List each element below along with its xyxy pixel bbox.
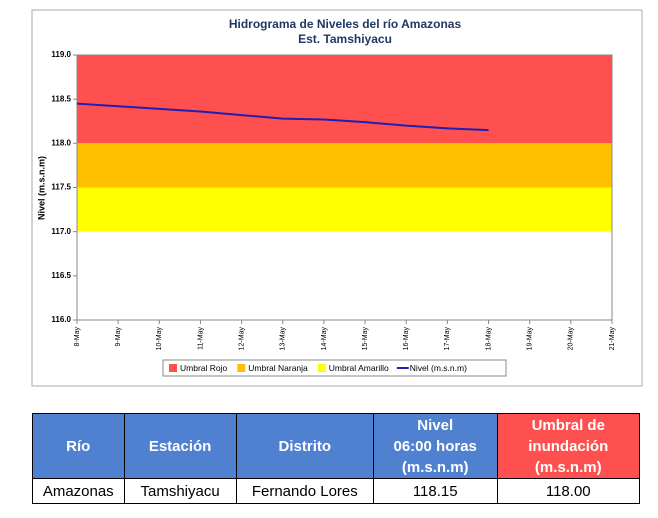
table-header: Nivel 06:00 horas (m.s.n.m) bbox=[372, 413, 498, 479]
table-header: Umbral de inundación (m.s.n.m) bbox=[496, 413, 640, 479]
table-header: Río bbox=[32, 413, 125, 479]
x-tick-label: 14-May bbox=[321, 327, 328, 351]
x-tick-label: 19-May bbox=[527, 327, 534, 351]
x-tick-label: 17-May bbox=[444, 327, 451, 351]
series-line bbox=[76, 102, 489, 132]
table-cell: Tamshiyacu bbox=[123, 478, 237, 504]
x-tick-label: 8-May bbox=[74, 327, 81, 347]
x-tick-label: 18-May bbox=[485, 327, 492, 351]
x-tick-label: 15-May bbox=[362, 327, 369, 351]
threshold-band bbox=[77, 143, 612, 188]
x-tick-label: 9-May bbox=[115, 327, 122, 347]
y-axis-label: Nivel (m.s.n.m) bbox=[36, 156, 46, 220]
table-header: Distrito bbox=[235, 413, 374, 479]
y-tick-label: 117.5 bbox=[51, 183, 71, 192]
table-header: Estación bbox=[123, 413, 237, 479]
legend-label: Umbral Amarillo bbox=[329, 363, 389, 373]
chart: Hidrograma de Niveles del río Amazonas E… bbox=[31, 9, 643, 387]
threshold-band bbox=[77, 187, 612, 232]
legend-label: Umbral Rojo bbox=[180, 363, 228, 373]
legend-swatch bbox=[169, 364, 177, 372]
legend-swatch bbox=[237, 364, 246, 372]
legend-box bbox=[162, 359, 507, 377]
x-tick-label: 21-May bbox=[609, 327, 616, 351]
chart-subtitle: Est. Tamshiyacu bbox=[298, 32, 392, 46]
y-tick-label: 116.0 bbox=[51, 315, 71, 324]
x-tick-label: 12-May bbox=[238, 327, 245, 351]
y-tick-label: 118.0 bbox=[51, 138, 71, 147]
x-tick-label: 16-May bbox=[403, 327, 410, 351]
x-tick-label: 13-May bbox=[280, 327, 287, 351]
y-tick-label: 117.0 bbox=[51, 227, 71, 236]
table-row: Amazonas Tamshiyacu Fernando Lores 118.15 11… bbox=[32, 478, 640, 504]
table-cell: Amazonas bbox=[32, 478, 125, 504]
table-cell: Fernando Lores bbox=[235, 478, 374, 504]
summary-table: Río Estación Distrito Nivel 06:00 horas (m.… bbox=[32, 413, 640, 504]
x-tick-label: 10-May bbox=[156, 327, 163, 351]
y-tick-label: 119.0 bbox=[51, 50, 71, 59]
threshold-band bbox=[77, 55, 612, 144]
y-tick-label: 118.5 bbox=[51, 94, 71, 103]
chart-title: Hidrograma de Niveles del río Amazonas bbox=[229, 17, 462, 31]
table-cell: 118.15 bbox=[372, 478, 498, 504]
x-tick-label: 11-May bbox=[197, 327, 204, 350]
legend-label: Umbral Naranja bbox=[248, 363, 308, 373]
x-tick-label: 20-May bbox=[568, 327, 575, 351]
y-tick-label: 116.5 bbox=[51, 271, 71, 280]
table-cell: 118.00 bbox=[496, 478, 640, 504]
legend-swatch bbox=[317, 364, 326, 372]
legend-label: Nivel (m.s.n.m) bbox=[410, 363, 467, 373]
